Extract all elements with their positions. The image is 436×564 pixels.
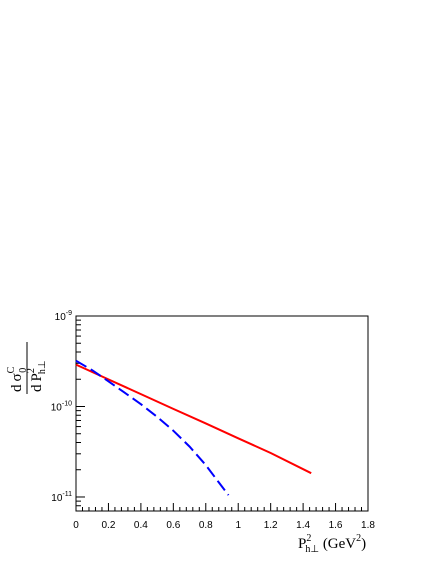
svg-text:dσC0: dσC0 [6,366,29,392]
x-tick-label: 0.4 [134,520,148,531]
y-axis-label: dσC0 dP2h⊥ [6,342,48,394]
y-axis: 10-9 10-10 10-11 [51,310,85,512]
plot-frame [75,315,369,512]
y-tick-label: 10-10 [51,400,72,413]
y-tick-label: 10-11 [51,491,72,504]
x-tick-label: 1 [235,520,241,531]
x-tick-label: 0.2 [101,520,115,531]
x-tick-label: 0.6 [166,520,180,531]
x-tick-label: 1.6 [329,520,343,531]
x-axis: 0 0.2 0.4 0.6 0.8 1 1.2 1.4 1.6 1.8 [73,503,375,531]
series-line-solid [75,363,312,475]
x-axis-label: P2 h⊥ (GeV2) [298,533,366,555]
svg-text:dP2h⊥: dP2h⊥ [26,360,48,392]
series-line-dashed [75,359,230,496]
x-tick-label: 0 [73,520,79,531]
x-tick-label: 1.4 [296,520,310,531]
x-tick-label: 1.2 [264,520,278,531]
y-tick-label: 10-9 [55,310,72,323]
series-layer [75,359,312,496]
x-tick-label: 0.8 [199,520,213,531]
x-tick-label: 1.8 [361,520,375,531]
